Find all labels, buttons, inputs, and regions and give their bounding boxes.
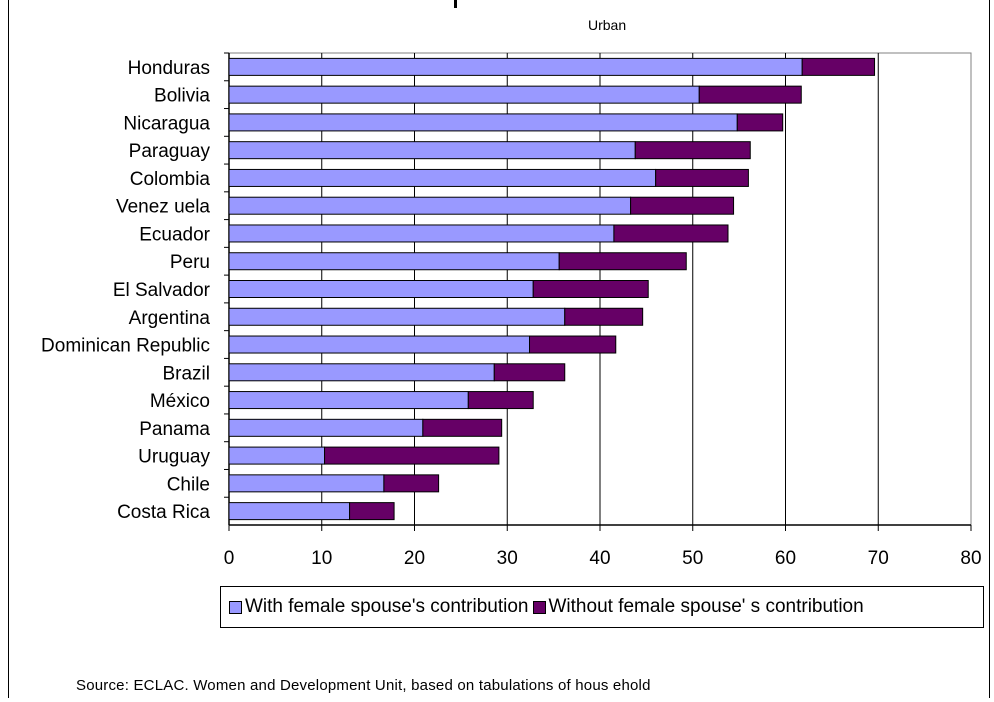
x-tick-label: 50 <box>682 548 703 569</box>
x-tick-label: 70 <box>868 548 889 569</box>
y-category-label: El Salvador <box>113 280 211 301</box>
bar-without <box>467 391 534 410</box>
bar-with <box>228 85 700 104</box>
x-tick-label: 80 <box>960 548 981 569</box>
bar-without <box>558 252 687 271</box>
legend-item-with: With female spouse's contribution <box>229 596 529 618</box>
bar-without <box>422 418 503 437</box>
bar-with <box>228 57 803 76</box>
chart-title: Urban <box>588 17 627 33</box>
y-category-label: Brazil <box>162 363 210 384</box>
legend-item-without: Without female spouse' s contribution <box>532 596 864 618</box>
y-category-label: Costa Rica <box>117 502 210 523</box>
bar-with <box>228 196 632 215</box>
y-category-label: Honduras <box>128 58 210 79</box>
bar-with <box>228 252 560 271</box>
y-category-label: Argentina <box>129 308 211 329</box>
bar-without <box>564 307 644 326</box>
bar-without <box>493 363 566 382</box>
x-tick-label: 10 <box>311 548 332 569</box>
legend: With female spouse's contribution Withou… <box>220 586 984 628</box>
bar-without <box>383 474 440 493</box>
bar-with <box>228 446 326 465</box>
bar-without <box>655 168 749 187</box>
bar-without <box>634 141 751 160</box>
y-category-label: México <box>150 391 210 412</box>
bar-without <box>613 224 729 243</box>
x-tick-label: 20 <box>404 548 425 569</box>
bar-without <box>736 113 784 132</box>
y-category-label: Paraguay <box>129 141 211 162</box>
y-category-label: Ecuador <box>139 224 210 245</box>
y-category-label: Chile <box>167 474 210 495</box>
y-category-label: Venez uela <box>116 197 210 218</box>
bar-with <box>228 335 531 354</box>
legend-label-without: Without female spouse' s contribution <box>548 596 864 617</box>
x-tick-label: 40 <box>589 548 610 569</box>
y-category-label: Dominican Republic <box>41 336 210 357</box>
y-category-label: Peru <box>170 252 210 273</box>
legend-swatch-without <box>532 600 546 614</box>
bar-with <box>228 280 534 298</box>
bar-without <box>801 57 876 76</box>
bar-with <box>228 391 469 410</box>
y-category-label: Colombia <box>130 169 211 190</box>
plot-area: 0 10 20 30 40 50 60 70 80 Honduras Bolivia Nicaragu… <box>41 52 982 569</box>
bar-with <box>228 141 636 160</box>
legend-swatch-with <box>229 600 242 614</box>
bar-with <box>228 307 566 326</box>
bar-with <box>228 418 424 437</box>
y-category-label: Panama <box>139 419 210 440</box>
bar-without <box>532 280 649 298</box>
bar-without <box>324 446 500 465</box>
bar-with <box>228 113 738 132</box>
x-tick-label: 0 <box>224 548 235 569</box>
bar-without <box>698 85 802 104</box>
bar-with <box>228 224 615 243</box>
x-tick-label: 30 <box>497 548 518 569</box>
bar-without <box>529 335 617 354</box>
source-note: Source: ECLAC. Women and Development Uni… <box>76 677 651 694</box>
legend-label-with: With female spouse's contribution <box>245 596 529 617</box>
bar-with <box>228 363 495 382</box>
figure-frame <box>8 0 990 698</box>
y-category-label: Bolivia <box>154 86 210 107</box>
bar-without <box>349 502 395 521</box>
x-tick-label: 60 <box>775 548 796 569</box>
bar-with <box>228 474 385 493</box>
y-category-label: Uruguay <box>138 447 210 468</box>
bar-without <box>630 196 735 215</box>
bar-with <box>228 502 351 521</box>
top-mark <box>454 0 457 8</box>
y-category-label: Nicaragua <box>123 113 210 134</box>
bar-with <box>228 168 657 187</box>
